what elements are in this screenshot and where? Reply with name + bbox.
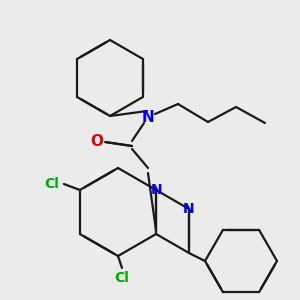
Text: N: N: [142, 110, 154, 124]
Text: N: N: [150, 183, 162, 197]
Text: Cl: Cl: [115, 271, 129, 285]
Text: N: N: [183, 202, 195, 216]
Text: O: O: [91, 134, 103, 149]
Text: Cl: Cl: [44, 177, 59, 191]
Text: O: O: [91, 134, 103, 149]
